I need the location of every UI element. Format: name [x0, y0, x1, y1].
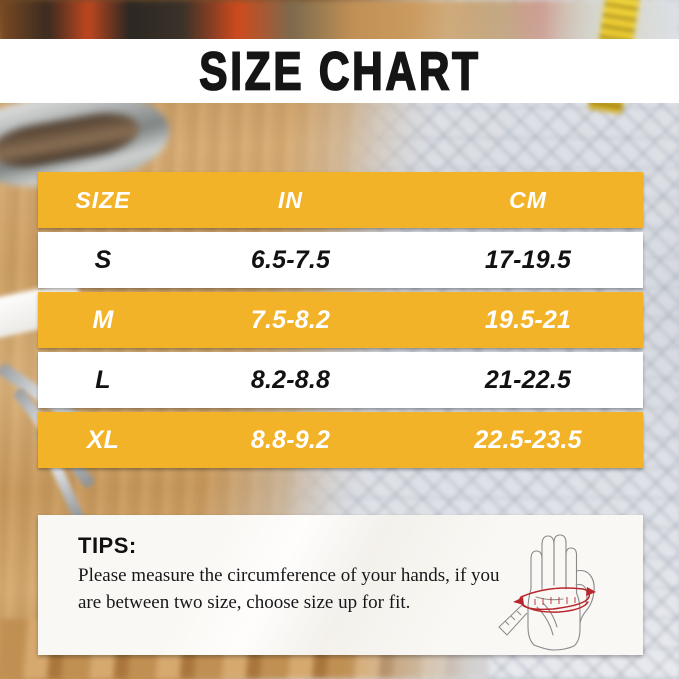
cell-inches: 6.5-7.5: [250, 245, 331, 274]
cell-centimeters: 19.5-21: [484, 305, 572, 334]
cell-size: XL: [86, 425, 120, 454]
cell-centimeters: 17-19.5: [484, 245, 572, 274]
cell-size: M: [92, 305, 114, 334]
title-band: SIZE CHART: [0, 39, 679, 103]
table-row: S 6.5-7.5 17-19.5: [38, 232, 643, 288]
page-title: SIZE CHART: [198, 40, 481, 102]
tips-text: Please measure the circumference of your…: [78, 565, 500, 613]
table-row: XL 8.8-9.2 22.5-23.5: [38, 412, 643, 468]
cell-centimeters: 22.5-23.5: [474, 425, 582, 454]
tips-body: TIPS: Please measure the circumference o…: [78, 533, 508, 617]
column-header-size: SIZE: [75, 186, 131, 213]
table-header-row: SIZE IN CM: [38, 172, 643, 228]
cell-inches: 8.8-9.2: [250, 425, 331, 454]
tips-panel: TIPS: Please measure the circumference o…: [38, 515, 643, 655]
hand-measure-icon: [491, 523, 621, 651]
size-table: SIZE IN CM S 6.5-7.5 17-19.5 M 7.5-8.2 1…: [38, 172, 643, 468]
table-row: M 7.5-8.2 19.5-21: [38, 292, 643, 348]
table-row: L 8.2-8.8 21-22.5: [38, 352, 643, 408]
tips-heading: TIPS:: [78, 533, 137, 558]
cell-inches: 8.2-8.8: [250, 365, 331, 394]
cell-size: L: [95, 365, 111, 394]
cell-inches: 7.5-8.2: [250, 305, 331, 334]
cell-centimeters: 21-22.5: [484, 365, 572, 394]
column-header-in: IN: [278, 186, 303, 213]
top-tools-strip: [0, 0, 679, 46]
column-header-cm: CM: [509, 186, 547, 213]
cell-size: S: [94, 245, 112, 274]
